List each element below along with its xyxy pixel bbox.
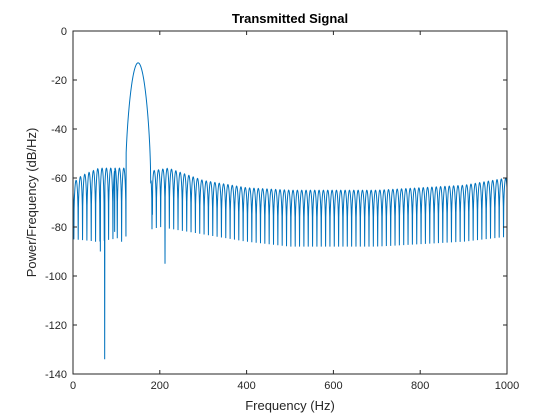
- chart-title: Transmitted Signal: [232, 11, 348, 26]
- y-axis-label: Power/Frequency (dB/Hz): [24, 128, 39, 278]
- x-tick-label: 600: [324, 380, 342, 392]
- x-ticks: 0 200 400 600 800 1000: [70, 31, 519, 392]
- x-axis-label: Frequency (Hz): [245, 398, 335, 413]
- y-tick-label: -60: [51, 173, 67, 185]
- x-tick-label: 200: [151, 380, 169, 392]
- y-tick-label: 0: [61, 26, 67, 38]
- y-tick-label: -40: [51, 124, 67, 136]
- y-tick-label: -100: [45, 271, 67, 283]
- y-tick-label: -140: [45, 369, 67, 381]
- plot-area: [72, 30, 508, 375]
- x-tick-label: 0: [70, 380, 76, 392]
- y-tick-label: -120: [45, 320, 67, 332]
- y-ticks: 0 -20 -40 -60 -80 -100 -120 -140: [45, 26, 507, 381]
- y-tick-label: -20: [51, 75, 67, 87]
- axes-box: [72, 30, 508, 375]
- x-tick-label: 400: [237, 380, 255, 392]
- x-tick-label: 1000: [495, 380, 519, 392]
- y-tick-label: -80: [51, 222, 67, 234]
- x-tick-label: 800: [411, 380, 429, 392]
- series-line: [73, 62, 507, 360]
